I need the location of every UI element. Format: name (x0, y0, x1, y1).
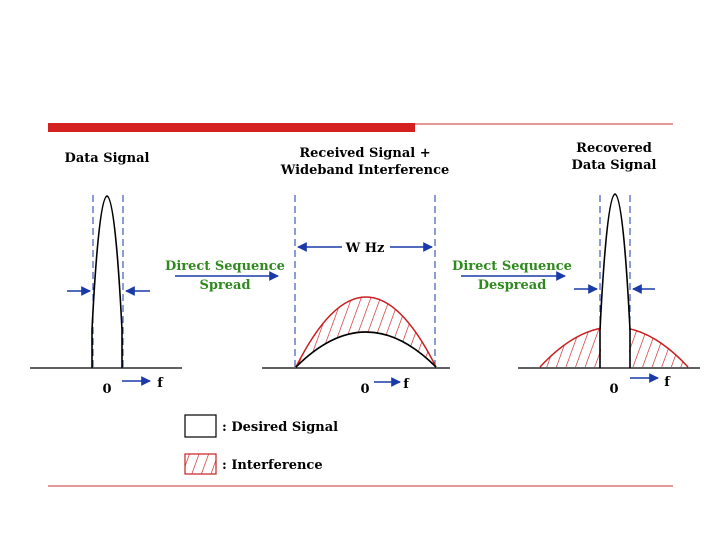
panel2-title-line2: Wideband Interference (280, 163, 450, 178)
panel1-title: Data Signal (65, 151, 150, 166)
process-despread: Direct Sequence Despread (452, 259, 572, 293)
panel3-desired-pulse (599, 193, 631, 368)
panel2-desired-curve (295, 331, 437, 368)
legend-interference-label: : Interference (222, 458, 323, 473)
top-accent-bar (48, 123, 415, 132)
legend-interference-swatch (184, 453, 217, 475)
panel1-f-label: f (157, 376, 164, 391)
panel2-zero-label: 0 (360, 382, 369, 397)
despread-label-line1: Direct Sequence (452, 259, 572, 274)
panel3-title-line2: Data Signal (572, 158, 657, 173)
panel2-interference-outline (295, 296, 437, 368)
panel-received: Received Signal + Wideband Interference … (262, 146, 450, 397)
panel-recovered: Recovered Data Signal 0 f (518, 141, 700, 397)
panel1-desired-pulse (91, 195, 123, 368)
panel3-title-line1: Recovered (576, 141, 652, 156)
panel2-f-label: f (403, 377, 410, 392)
process-spread: Direct Sequence Spread (165, 259, 285, 293)
legend-desired-swatch (184, 414, 217, 438)
panel3-pulse-mask (601, 318, 629, 367)
legend-desired-label: : Desired Signal (222, 420, 338, 435)
panel2-bandwidth-label: W Hz (345, 241, 385, 256)
despread-label-line2: Despread (478, 278, 547, 293)
panel2-title-line1: Received Signal + (299, 146, 430, 161)
panel-data-signal: Data Signal 0 f (30, 151, 182, 397)
panel1-zero-label: 0 (102, 382, 111, 397)
spread-label-line1: Direct Sequence (165, 259, 285, 274)
spread-label-line2: Spread (199, 278, 250, 293)
panel3-f-label: f (664, 375, 671, 390)
panel3-zero-label: 0 (609, 382, 618, 397)
legend: : Desired Signal : Interference (184, 414, 338, 475)
